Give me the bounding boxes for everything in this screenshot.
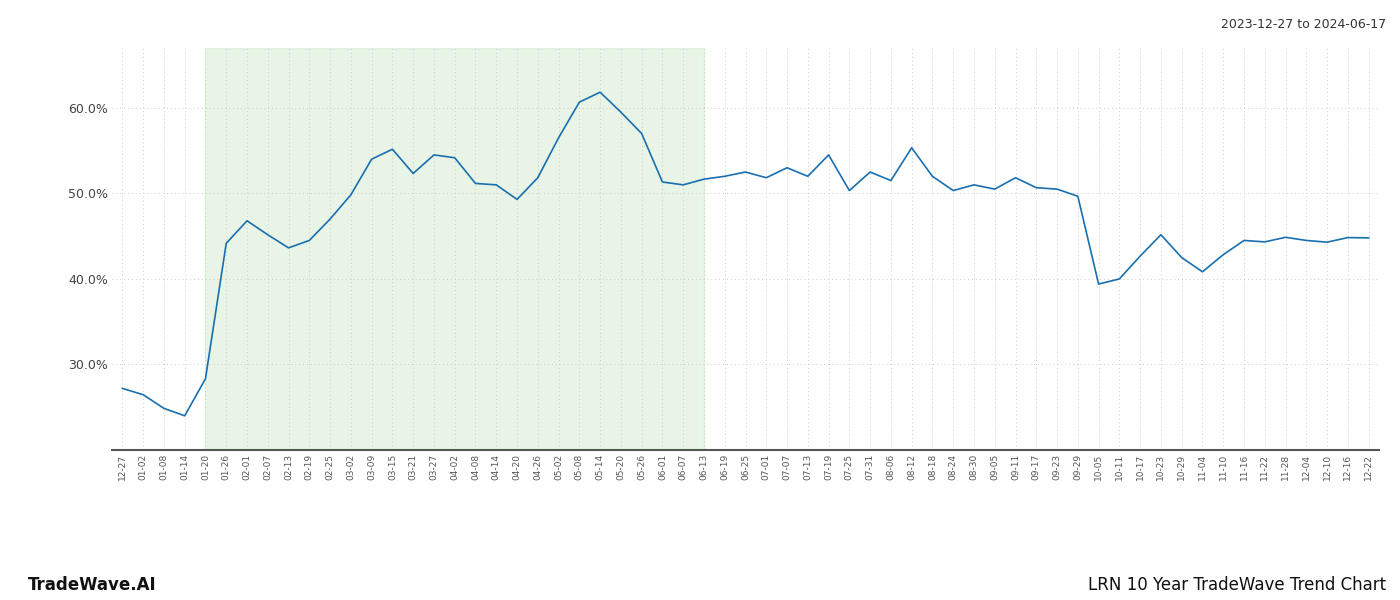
Text: TradeWave.AI: TradeWave.AI — [28, 576, 157, 594]
Text: 2023-12-27 to 2024-06-17: 2023-12-27 to 2024-06-17 — [1221, 18, 1386, 31]
Bar — [206, 48, 704, 450]
Text: LRN 10 Year TradeWave Trend Chart: LRN 10 Year TradeWave Trend Chart — [1088, 576, 1386, 594]
